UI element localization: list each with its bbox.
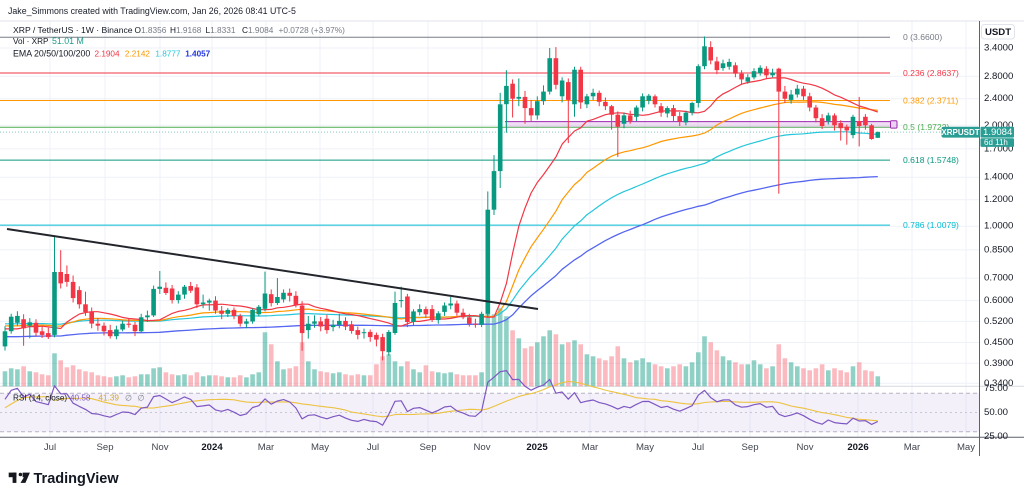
svg-text:0.5 (1.9722): 0.5 (1.9722) <box>903 122 949 132</box>
svg-text:0.3900: 0.3900 <box>984 358 1013 369</box>
svg-text:Sep: Sep <box>96 442 113 453</box>
svg-text:Mar: Mar <box>258 442 275 453</box>
svg-text:2.4000: 2.4000 <box>984 93 1013 104</box>
svg-text:Mar: Mar <box>904 442 921 453</box>
svg-text:2025: 2025 <box>526 442 548 453</box>
svg-text:Sep: Sep <box>741 442 758 453</box>
svg-text:2.8000: 2.8000 <box>984 71 1013 82</box>
svg-text:Jul: Jul <box>692 442 704 453</box>
svg-text:Jul: Jul <box>44 442 56 453</box>
svg-text:∅: ∅ <box>138 394 145 403</box>
svg-text:1.7000: 1.7000 <box>984 143 1013 154</box>
svg-text:0.3400: 0.3400 <box>984 378 1013 389</box>
svg-text:0 (3.6600): 0 (3.6600) <box>903 32 942 42</box>
svg-text:Sep: Sep <box>419 442 436 453</box>
svg-text:25.00: 25.00 <box>984 431 1008 442</box>
svg-text:Jul: Jul <box>367 442 379 453</box>
svg-text:Nov: Nov <box>796 442 813 453</box>
svg-text:41.39: 41.39 <box>99 394 120 403</box>
svg-text:1.9084: 1.9084 <box>983 127 1013 138</box>
svg-text:May: May <box>311 442 329 453</box>
svg-text:0.5200: 0.5200 <box>984 316 1013 327</box>
svg-text:O1.8356: O1.8356 <box>135 25 167 35</box>
svg-text:0.8500: 0.8500 <box>984 244 1013 255</box>
svg-text:0.786 (1.0079): 0.786 (1.0079) <box>903 220 959 230</box>
svg-text:EMA 20/50/100/200: EMA 20/50/100/200 <box>13 48 90 58</box>
svg-text:Vol · XRP: Vol · XRP <box>13 37 49 46</box>
svg-text:XRPUSDT: XRPUSDT <box>941 128 979 137</box>
svg-text:75.00: 75.00 <box>984 383 1008 394</box>
svg-text:1.4000: 1.4000 <box>984 172 1013 183</box>
svg-text:1.0000: 1.0000 <box>984 221 1013 232</box>
svg-text:2024: 2024 <box>201 442 223 453</box>
svg-text:0.382 (2.3711): 0.382 (2.3711) <box>903 95 958 105</box>
svg-text:40.58: 40.58 <box>70 394 91 403</box>
svg-text:0.6000: 0.6000 <box>984 295 1013 306</box>
svg-text:May: May <box>636 442 654 453</box>
svg-text:0.236 (2.8637): 0.236 (2.8637) <box>903 68 959 78</box>
svg-text:C1.9084: C1.9084 <box>242 25 274 35</box>
svg-text:2.1904: 2.1904 <box>95 49 120 58</box>
svg-text:0.7000: 0.7000 <box>984 273 1013 284</box>
svg-text:Jake_Simmons created with Trad: Jake_Simmons created with TradingView.co… <box>8 6 296 16</box>
svg-text:1.4057: 1.4057 <box>185 49 210 58</box>
svg-text:XRP / TetherUS · 1W · Binance: XRP / TetherUS · 1W · Binance <box>13 25 133 35</box>
svg-text:2.0000: 2.0000 <box>984 120 1013 131</box>
svg-text:USDT: USDT <box>985 27 1011 38</box>
svg-text:3.4000: 3.4000 <box>984 43 1013 54</box>
svg-text:Mar: Mar <box>582 442 599 453</box>
svg-text:RSI (14, close): RSI (14, close) <box>13 394 67 403</box>
svg-text:H1.9168: H1.9168 <box>170 25 202 35</box>
svg-text:TradingView: TradingView <box>34 471 120 487</box>
svg-text:2.2142: 2.2142 <box>125 49 150 58</box>
svg-text:Nov: Nov <box>473 442 490 453</box>
svg-text:2026: 2026 <box>847 442 868 453</box>
svg-text:+0.0728 (+3.97%): +0.0728 (+3.97%) <box>279 25 346 35</box>
svg-text:0.4500: 0.4500 <box>984 337 1013 348</box>
svg-text:L1.8331: L1.8331 <box>206 25 236 35</box>
svg-text:May: May <box>957 442 975 453</box>
svg-text:1.8777: 1.8777 <box>155 49 180 58</box>
svg-text:6d 11h: 6d 11h <box>984 138 1008 147</box>
svg-text:∅: ∅ <box>125 394 132 403</box>
svg-text:50.00: 50.00 <box>984 407 1008 418</box>
svg-text:Nov: Nov <box>151 442 168 453</box>
svg-text:51.01 M: 51.01 M <box>52 36 84 46</box>
svg-text:1.2000: 1.2000 <box>984 194 1013 205</box>
svg-text:0.618 (1.5748): 0.618 (1.5748) <box>903 155 959 165</box>
